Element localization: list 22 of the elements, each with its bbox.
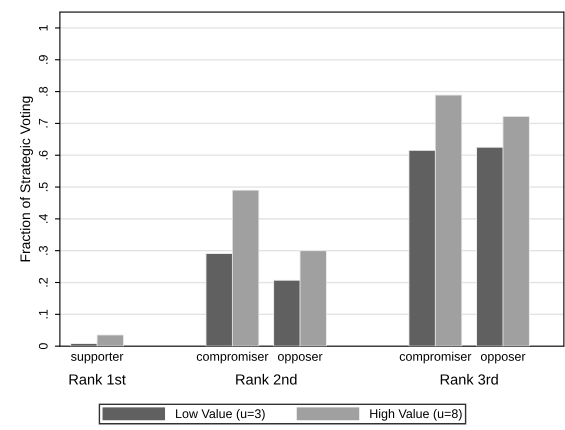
y-tick-label: .5 — [38, 182, 48, 192]
text: Rank 2nd — [236, 374, 296, 385]
y-tick-label: .7 — [38, 118, 48, 128]
y-axis-title: Fraction of Strategic Voting — [20, 96, 33, 262]
x-tick-label: compromiser — [196, 352, 268, 364]
x-tick-label: opposer — [480, 354, 526, 364]
x-tick-label: opposer — [278, 354, 322, 364]
y-tick-label: .9 — [38, 55, 48, 64]
y-tick-label: 1 — [38, 25, 48, 30]
y-tick-label: .4 — [38, 214, 48, 223]
legend-label: High Value (u=8) — [370, 408, 462, 421]
x-tick-label: supporter — [71, 352, 124, 364]
y-tick-label: .3 — [38, 246, 48, 255]
text: Rank 3rd — [440, 374, 498, 385]
y-tick-label: .6 — [38, 150, 48, 160]
y-tick-label: 0 — [38, 343, 48, 350]
y-tick-label: .8 — [38, 86, 48, 96]
y-tick-label: .1 — [38, 310, 48, 318]
text: Rank 1st — [70, 374, 126, 385]
y-tick-label: .2 — [38, 278, 48, 287]
legend-label: Low Value (u=3) — [176, 408, 265, 421]
x-tick-label: compromiser — [400, 352, 472, 364]
